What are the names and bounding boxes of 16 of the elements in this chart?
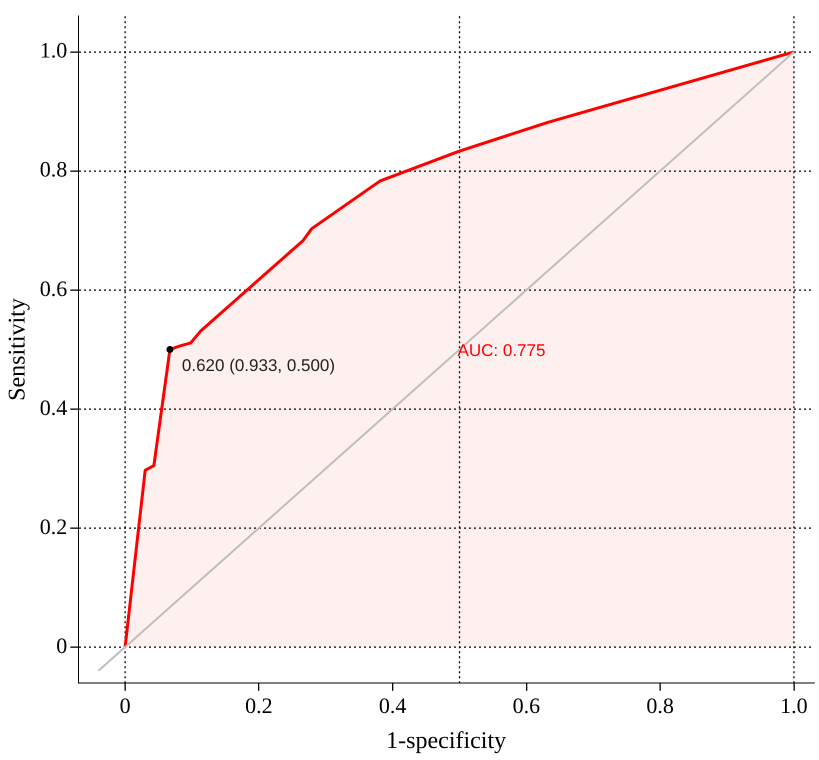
x-tick-label: 1.0 bbox=[780, 692, 808, 718]
x-tick-label: 0.8 bbox=[646, 692, 674, 718]
x-tick-label: 0.4 bbox=[378, 692, 406, 718]
x-axis-title: 1-specificity bbox=[386, 728, 506, 754]
y-tick-label: 1.0 bbox=[40, 38, 68, 63]
y-axis-title: Sensitivity bbox=[4, 298, 31, 401]
x-tick-label: 0.2 bbox=[245, 692, 273, 718]
y-tick-label: 0.4 bbox=[40, 394, 68, 420]
annotation: 0.620 (0.933, 0.500) bbox=[182, 356, 336, 376]
y-tick-label: 0 bbox=[56, 632, 68, 658]
x-tick-label: 0.6 bbox=[512, 692, 540, 718]
x-tick-label: 0 bbox=[120, 692, 131, 718]
y-tick-label: 0.8 bbox=[40, 156, 68, 182]
y-tick-label: 0.2 bbox=[40, 514, 68, 539]
annotation: AUC: 0.775 bbox=[458, 341, 546, 360]
y-tick-label: 0.6 bbox=[40, 276, 68, 301]
